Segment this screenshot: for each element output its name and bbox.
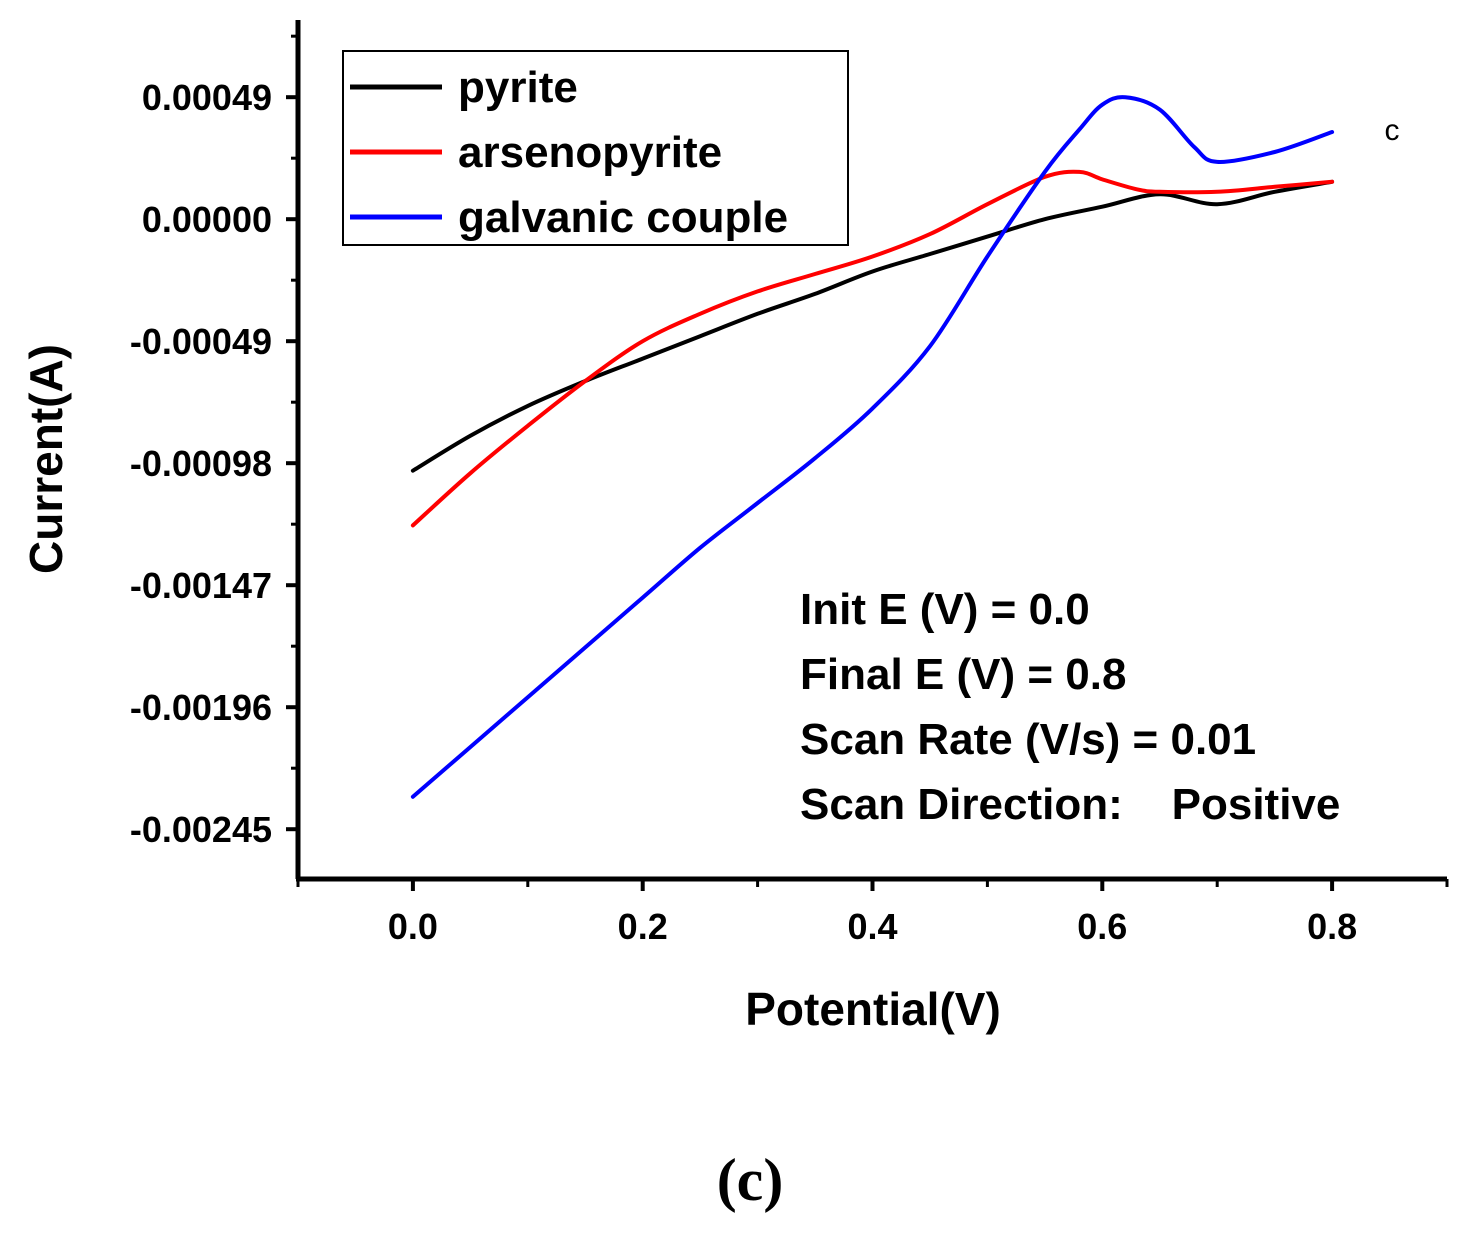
scan-parameter-line: Final E (V) = 0.8: [800, 650, 1126, 699]
legend-label-pyrite: pyrite: [458, 63, 578, 112]
x-axis-title: Potential(V): [745, 983, 1001, 1035]
y-tick-label: -0.00147: [130, 565, 272, 606]
x-tick-label: 0.6: [1077, 906, 1127, 947]
series-group: [410, 95, 1335, 799]
legend-label-arsenopyrite: arsenopyrite: [458, 128, 722, 177]
y-tick-label: -0.00049: [130, 321, 272, 362]
scan-parameter-line: Scan Rate (V/s) = 0.01: [800, 715, 1256, 764]
legend-box: [342, 50, 849, 246]
corner-letter: c: [1385, 114, 1400, 147]
y-axis-title: Current(A): [20, 344, 72, 574]
y-tick-label: -0.00196: [130, 687, 272, 728]
scan-parameter-line: Init E (V) = 0.0: [800, 585, 1090, 634]
x-tick-label: 0.8: [1307, 906, 1357, 947]
panel-label: (c): [717, 1147, 784, 1213]
x-tick-label: 0.0: [388, 906, 438, 947]
scan-parameter-line: Scan Direction: Positive: [800, 780, 1340, 829]
y-tick-label: -0.00245: [130, 809, 272, 850]
x-tick-label: 0.4: [847, 906, 897, 947]
y-tick-label: 0.00049: [142, 77, 272, 118]
legend-label-galvanic-couple: galvanic couple: [458, 193, 788, 242]
x-ticks: 0.0 0.2 0.4 0.6 0.8: [296, 879, 1449, 947]
y-ticks: 0.00049 0.00000 -0.00049 -0.00098 -0.00147 -0…: [130, 34, 298, 850]
y-tick-label: 0.00000: [142, 199, 272, 240]
x-tick-label: 0.2: [618, 906, 668, 947]
legend: pyrite arsenopyrite galvanic couple: [342, 50, 849, 246]
y-tick-label: -0.00098: [130, 443, 272, 484]
series-line-galvanic-couple: [410, 95, 1335, 799]
scan-parameters: Init E (V) = 0.0 Final E (V) = 0.8 Scan Ra…: [800, 585, 1340, 829]
series-line-pyrite: [410, 179, 1335, 473]
series-line-arsenopyrite: [410, 169, 1335, 528]
